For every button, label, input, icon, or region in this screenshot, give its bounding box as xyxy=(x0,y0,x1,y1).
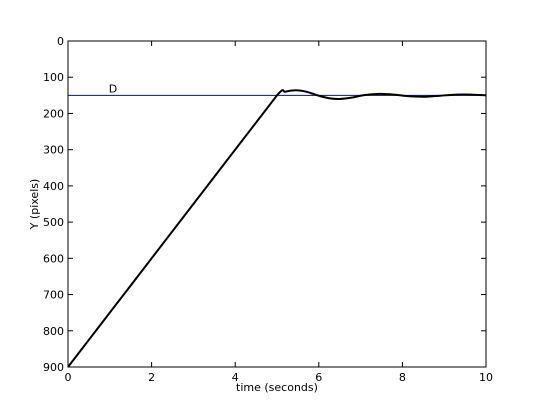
x-tick-label: 2 xyxy=(148,371,155,384)
y-tick-label: 700 xyxy=(43,289,64,302)
x-tick-labels: 0 2 4 6 8 10 xyxy=(65,371,494,384)
y-tick-labels: 0 100 200 300 400 500 600 700 800 900 xyxy=(43,35,64,374)
y-tick-label: 500 xyxy=(43,216,64,229)
y-tick-label: 200 xyxy=(43,107,64,120)
x-tick-label: 6 xyxy=(315,371,322,384)
plot-area xyxy=(67,40,487,368)
x-tick-label: 4 xyxy=(232,371,239,384)
y-tick-label: 900 xyxy=(43,361,64,374)
series-line xyxy=(67,89,487,368)
x-tick-label: 0 xyxy=(65,371,72,384)
y-tick-label: 300 xyxy=(43,144,64,157)
x-tick-label: 8 xyxy=(399,371,406,384)
x-tick-label: 10 xyxy=(479,371,493,384)
y-tick-label: 600 xyxy=(43,252,64,265)
y-tick-label: 800 xyxy=(43,325,64,338)
reference-line-label: D xyxy=(109,82,117,95)
tick-marks xyxy=(67,40,487,368)
y-tick-label: 100 xyxy=(43,71,64,84)
y-tick-label: 0 xyxy=(57,35,64,48)
y-tick-label: 400 xyxy=(43,180,64,193)
y-axis-label: Y (pixels) xyxy=(28,179,41,231)
x-axis-label: time (seconds) xyxy=(236,381,318,394)
